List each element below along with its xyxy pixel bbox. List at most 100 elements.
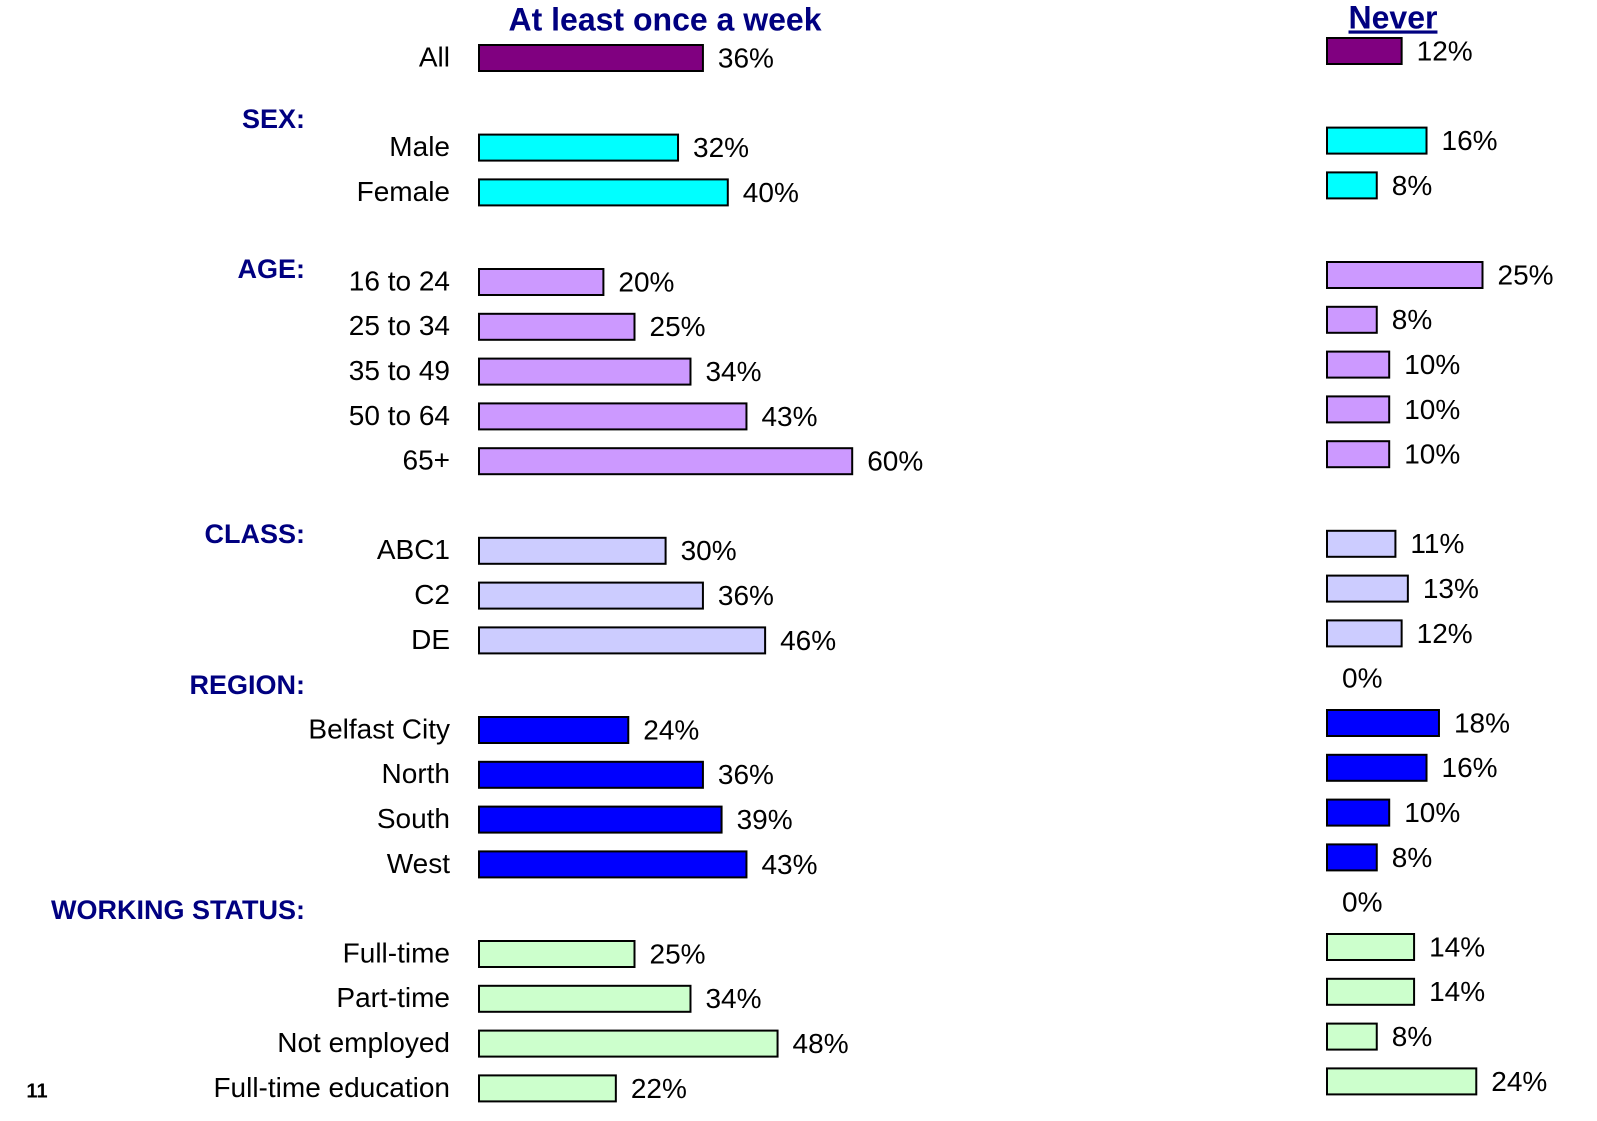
- category-label: DE: [411, 624, 450, 655]
- category-label: 50 to 64: [349, 400, 450, 431]
- group-label: CLASS:: [205, 519, 306, 549]
- value-label: 18%: [1454, 707, 1510, 738]
- value-label: 60%: [867, 446, 923, 477]
- bar: [478, 312, 636, 341]
- bar: [1326, 843, 1378, 872]
- value-label: 32%: [693, 132, 749, 163]
- value-label: 25%: [650, 311, 706, 342]
- bar: [478, 850, 748, 879]
- bar: [478, 402, 748, 431]
- group-label: SEX:: [242, 104, 305, 134]
- value-label: 10%: [1404, 797, 1460, 828]
- category-label: All: [419, 41, 450, 72]
- category-label: 35 to 49: [349, 355, 450, 386]
- value-label: 30%: [681, 535, 737, 566]
- series-title: At least once a week: [508, 1, 821, 37]
- bar: [1326, 126, 1428, 155]
- bar: [478, 268, 605, 296]
- bar: [1326, 798, 1391, 827]
- value-label: 36%: [718, 759, 774, 790]
- value-label: 34%: [705, 356, 761, 387]
- bar: [1326, 305, 1378, 334]
- category-label: North: [382, 758, 450, 789]
- value-label: 40%: [743, 177, 799, 208]
- value-label: 11%: [1410, 528, 1464, 559]
- bar: [1326, 619, 1403, 648]
- value-label: 22%: [631, 1073, 687, 1104]
- category-label: South: [377, 803, 450, 834]
- value-label: 10%: [1404, 349, 1460, 380]
- group-label: WORKING STATUS:: [51, 895, 305, 925]
- bar: [478, 626, 767, 655]
- bar: [478, 760, 704, 789]
- value-label: 14%: [1429, 976, 1485, 1007]
- category-label: Belfast City: [308, 713, 450, 744]
- bar: [478, 581, 704, 610]
- group-label: REGION:: [189, 670, 305, 700]
- category-label: C2: [414, 579, 450, 610]
- value-label: 0%: [1342, 887, 1382, 918]
- category-label: Not employed: [277, 1027, 450, 1058]
- bar: [1326, 1067, 1478, 1096]
- category-label: 16 to 24: [349, 265, 450, 296]
- bar: [1326, 709, 1440, 737]
- bar: [478, 536, 667, 565]
- value-label: 8%: [1392, 170, 1432, 201]
- value-label: 39%: [737, 804, 793, 835]
- value-label: 8%: [1392, 304, 1432, 335]
- category-label: Part-time: [336, 982, 450, 1013]
- value-label: 36%: [718, 580, 774, 611]
- value-label: 25%: [1498, 259, 1554, 290]
- bar: [1326, 171, 1378, 200]
- bar: [478, 178, 729, 207]
- bar: [1326, 261, 1484, 289]
- bar: [1326, 440, 1391, 469]
- bar: [478, 1074, 617, 1103]
- bar: [478, 716, 630, 744]
- value-label: 24%: [643, 714, 699, 745]
- value-label: 12%: [1417, 618, 1473, 649]
- value-label: 8%: [1392, 842, 1432, 873]
- value-label: 25%: [650, 938, 706, 969]
- value-label: 16%: [1442, 752, 1498, 783]
- bar: [1326, 529, 1397, 558]
- value-label: 14%: [1429, 931, 1485, 962]
- value-label: 43%: [761, 849, 817, 880]
- value-label: 10%: [1404, 439, 1460, 470]
- category-label: Full-time education: [213, 1072, 450, 1103]
- value-label: 10%: [1404, 394, 1460, 425]
- value-label: 36%: [718, 42, 774, 73]
- bar: [1326, 350, 1391, 379]
- bar: [478, 805, 723, 834]
- value-label: 0%: [1342, 663, 1382, 694]
- bar: [1326, 37, 1403, 65]
- value-label: 46%: [780, 625, 836, 656]
- bar: [1326, 977, 1416, 1006]
- category-label: 25 to 34: [349, 310, 450, 341]
- bar: [1326, 933, 1416, 961]
- category-label: Female: [357, 176, 450, 207]
- bar: [478, 44, 704, 72]
- bar: [478, 357, 692, 386]
- series-title: Never: [1349, 0, 1438, 35]
- bar: [478, 940, 636, 968]
- bar: [1326, 395, 1391, 424]
- value-label: 16%: [1442, 125, 1498, 156]
- bar: [478, 1029, 779, 1058]
- bar: [478, 133, 680, 162]
- category-label: West: [387, 848, 450, 879]
- category-label: Full-time: [343, 937, 450, 968]
- value-label: 20%: [618, 266, 674, 297]
- value-label: 43%: [761, 401, 817, 432]
- value-label: 24%: [1491, 1066, 1547, 1097]
- value-label: 48%: [793, 1028, 849, 1059]
- value-label: 13%: [1423, 573, 1479, 604]
- value-label: 34%: [705, 983, 761, 1014]
- bar: [478, 984, 692, 1013]
- category-label: ABC1: [377, 534, 450, 565]
- bar: [1326, 574, 1409, 603]
- bar: [1326, 753, 1428, 782]
- value-label: 8%: [1392, 1021, 1432, 1052]
